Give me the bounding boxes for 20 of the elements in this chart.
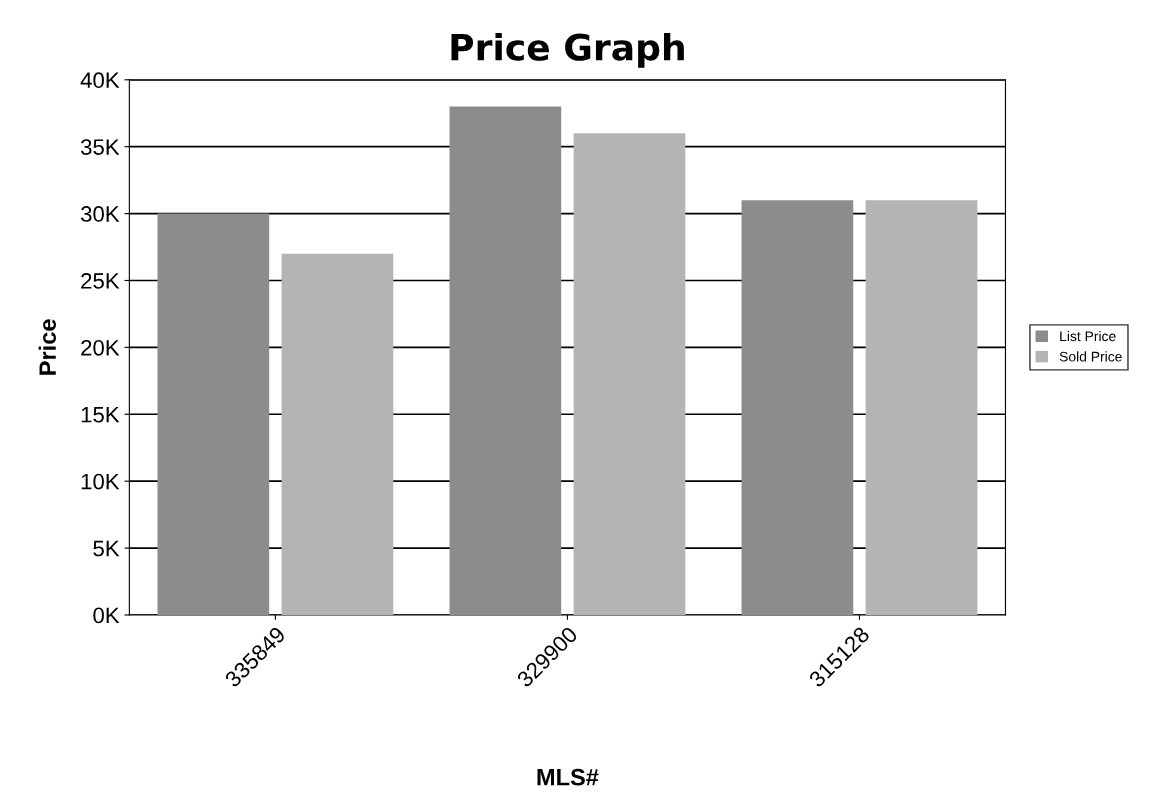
y-tick-label: 15K bbox=[81, 407, 120, 423]
y-axis-title: Price bbox=[38, 319, 56, 375]
y-tick-label: 10K bbox=[81, 473, 120, 490]
y-tick-label: 5K bbox=[93, 540, 120, 557]
legend-label: Sold Price bbox=[1059, 351, 1122, 362]
bar bbox=[865, 200, 978, 615]
bar bbox=[281, 253, 394, 615]
y-tick-label: 30K bbox=[80, 206, 120, 222]
y-tick-label: 40K bbox=[80, 72, 120, 89]
x-axis-title: MLS# bbox=[537, 768, 599, 786]
chart-title: Price Graph bbox=[451, 32, 684, 68]
legend-label: List Price bbox=[1060, 330, 1116, 342]
bar bbox=[741, 200, 854, 615]
y-tick-label: 0K bbox=[93, 607, 120, 624]
y-tick-label: 35K bbox=[80, 139, 120, 155]
bar bbox=[449, 106, 562, 615]
bar bbox=[157, 213, 270, 615]
y-tick-label: 25K bbox=[81, 273, 120, 289]
bar bbox=[573, 133, 686, 615]
y-tick-label: 20K bbox=[81, 339, 120, 356]
